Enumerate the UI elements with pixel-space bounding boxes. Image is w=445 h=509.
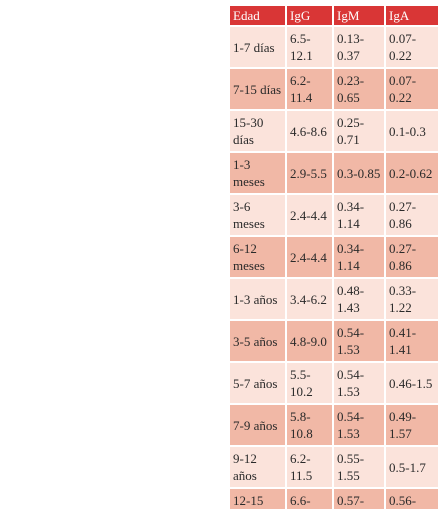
cell-igm: 0.54-1.53 xyxy=(334,321,384,361)
cell-igm: 0.57-1.62 xyxy=(334,489,384,509)
table-row: 15-30 días 4.6-8.6 0.25-0.71 0.1-0.3 xyxy=(230,111,438,151)
table-row: 6-12 meses 2.4-4.4 0.34-1.14 0.27-0.86 xyxy=(230,237,438,277)
cell-igg: 2.4-4.4 xyxy=(287,195,332,235)
cell-igm: 0.34-1.14 xyxy=(334,195,384,235)
header-cell-igm: IgM xyxy=(334,6,384,25)
header-cell-age: Edad xyxy=(230,6,285,25)
cell-igg: 3.4-6.2 xyxy=(287,279,332,319)
table-row: 1-3 años 3.4-6.2 0.48-1.43 0.33-1.22 xyxy=(230,279,438,319)
cell-age: 12-15 años xyxy=(230,489,285,509)
table-row: 7-15 días 6.2-11.4 0.23-0.65 0.07-0.22 xyxy=(230,69,438,109)
cell-igm: 0.23-0.65 xyxy=(334,69,384,109)
cell-iga: 0.5-1.7 xyxy=(386,447,438,487)
table-row: 3-5 años 4.8-9.0 0.54-1.53 0.41-1.41 xyxy=(230,321,438,361)
cell-iga: 0.41-1.41 xyxy=(386,321,438,361)
cell-age: 7-9 años xyxy=(230,405,285,445)
cell-igg: 2.4-4.4 xyxy=(287,237,332,277)
cell-iga: 0.1-0.3 xyxy=(386,111,438,151)
cell-igg: 6.5-12.1 xyxy=(287,27,332,67)
cell-age: 1-7 días xyxy=(230,27,285,67)
immunoglobulin-table-container: Edad IgG IgM IgA 1-7 días 6.5-12.1 0.13-… xyxy=(228,4,440,509)
cell-igm: 0.3-0.85 xyxy=(334,153,384,193)
cell-igm: 0.13-0.37 xyxy=(334,27,384,67)
cell-igm: 0.55-1.55 xyxy=(334,447,384,487)
cell-igm: 0.48-1.43 xyxy=(334,279,384,319)
cell-iga: 0.2-0.62 xyxy=(386,153,438,193)
table-body: 1-7 días 6.5-12.1 0.13-0.37 0.07-0.22 7-… xyxy=(230,27,438,509)
cell-age: 7-15 días xyxy=(230,69,285,109)
cell-iga: 0.56-2.03 xyxy=(386,489,438,509)
cell-igg: 6.6-12.2 xyxy=(287,489,332,509)
table-row: 12-15 años 6.6-12.2 0.57-1.62 0.56-2.03 xyxy=(230,489,438,509)
cell-igm: 0.54-1.53 xyxy=(334,363,384,403)
table-row: 1-7 días 6.5-12.1 0.13-0.37 0.07-0.22 xyxy=(230,27,438,67)
cell-igg: 2.9-5.5 xyxy=(287,153,332,193)
cell-age: 3-5 años xyxy=(230,321,285,361)
table-row: 9-12 años 6.2-11.5 0.55-1.55 0.5-1.7 xyxy=(230,447,438,487)
immunoglobulin-reference-table: Edad IgG IgM IgA 1-7 días 6.5-12.1 0.13-… xyxy=(228,4,440,509)
cell-igm: 0.54-1.53 xyxy=(334,405,384,445)
table-row: 3-6 meses 2.4-4.4 0.34-1.14 0.27-0.86 xyxy=(230,195,438,235)
cell-iga: 0.46-1.5 xyxy=(386,363,438,403)
cell-igg: 6.2-11.4 xyxy=(287,69,332,109)
cell-iga: 0.07-0.22 xyxy=(386,69,438,109)
cell-igg: 5.8-10.8 xyxy=(287,405,332,445)
cell-igg: 6.2-11.5 xyxy=(287,447,332,487)
cell-age: 1-3 meses xyxy=(230,153,285,193)
header-cell-igg: IgG xyxy=(287,6,332,25)
cell-igg: 4.6-8.6 xyxy=(287,111,332,151)
cell-igg: 5.5-10.2 xyxy=(287,363,332,403)
header-cell-iga: IgA xyxy=(386,6,438,25)
table-header: Edad IgG IgM IgA xyxy=(230,6,438,25)
cell-iga: 0.27-0.86 xyxy=(386,237,438,277)
cell-iga: 0.07-0.22 xyxy=(386,27,438,67)
cell-age: 15-30 días xyxy=(230,111,285,151)
cell-iga: 0.27-0.86 xyxy=(386,195,438,235)
table-row: 7-9 años 5.8-10.8 0.54-1.53 0.49-1.57 xyxy=(230,405,438,445)
cell-age: 6-12 meses xyxy=(230,237,285,277)
cell-iga: 0.49-1.57 xyxy=(386,405,438,445)
cell-age: 5-7 años xyxy=(230,363,285,403)
table-row: 1-3 meses 2.9-5.5 0.3-0.85 0.2-0.62 xyxy=(230,153,438,193)
cell-age: 1-3 años xyxy=(230,279,285,319)
cell-age: 9-12 años xyxy=(230,447,285,487)
cell-igm: 0.34-1.14 xyxy=(334,237,384,277)
header-row: Edad IgG IgM IgA xyxy=(230,6,438,25)
cell-iga: 0.33-1.22 xyxy=(386,279,438,319)
cell-igm: 0.25-0.71 xyxy=(334,111,384,151)
table-row: 5-7 años 5.5-10.2 0.54-1.53 0.46-1.5 xyxy=(230,363,438,403)
cell-age: 3-6 meses xyxy=(230,195,285,235)
cell-igg: 4.8-9.0 xyxy=(287,321,332,361)
